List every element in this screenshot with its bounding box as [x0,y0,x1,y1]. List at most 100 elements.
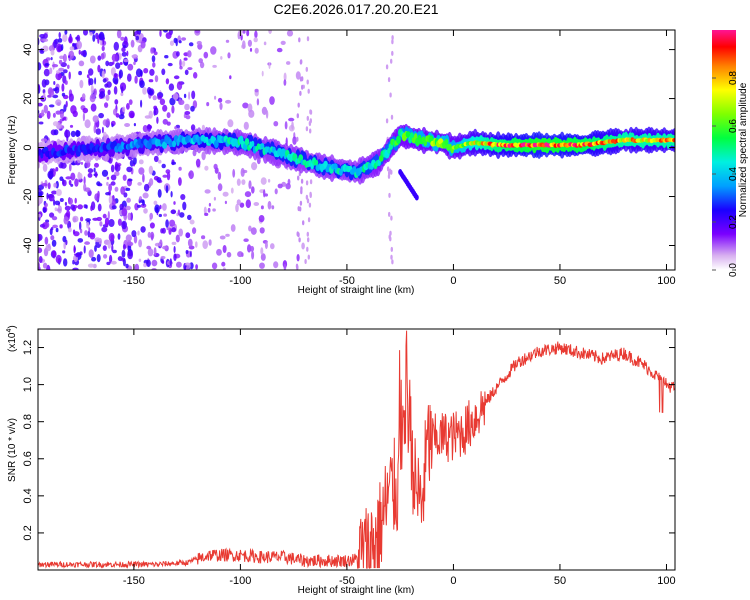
noise-speckle [97,34,100,44]
noise-speckle [43,33,48,39]
noise-speckle [214,95,217,100]
noise-speckle [63,116,66,121]
noise-speckle [94,245,97,252]
noise-speckle [195,158,201,168]
noise-speckle [52,121,59,127]
noise-speckle [227,52,231,59]
noise-speckle [70,183,74,187]
noise-speckle [251,162,258,171]
noise-speckle [50,49,55,56]
y-tick-label: 1.2 [22,340,34,355]
noise-speckle [88,249,94,258]
noise-speckle [225,39,230,43]
noise-speckle [104,102,109,108]
noise-speckle [306,231,309,237]
noise-speckle [247,244,252,253]
noise-speckle [153,247,157,256]
noise-speckle [151,259,158,267]
noise-speckle [98,31,105,41]
noise-speckle [387,77,391,83]
noise-speckle [187,238,193,247]
noise-speckle [305,126,309,132]
noise-speckle [63,216,69,225]
noise-speckle [133,123,136,127]
noise-speckle [297,206,300,212]
noise-speckle [138,167,145,175]
noise-speckle [179,59,182,68]
ridge-core [444,138,449,146]
noise-speckle [268,62,271,69]
noise-speckle [138,159,144,165]
noise-speckle [138,239,143,248]
noise-speckle [213,196,216,201]
noise-speckle [114,164,121,172]
noise-speckle [54,207,58,212]
x-tick-label: -100 [229,575,251,587]
noise-speckle [41,109,45,118]
noise-speckle [55,189,62,196]
x-tick-label: 50 [554,275,566,287]
noise-speckle [123,59,129,63]
noise-speckle [63,104,67,112]
noise-speckle [68,36,73,44]
noise-speckle [242,102,249,109]
noise-speckle [291,121,294,130]
noise-speckle [260,177,267,185]
noise-speckle [73,245,76,254]
noise-speckle [151,55,156,63]
noise-speckle [58,31,61,39]
noise-speckle [162,118,168,125]
noise-speckle [162,203,167,211]
noise-speckle [64,80,68,85]
noise-speckle [256,157,261,165]
noise-speckle [220,56,223,60]
noise-speckle [133,156,137,165]
x-tick-label: -100 [229,275,251,287]
noise-speckle [173,246,176,253]
noise-speckle [309,109,313,115]
noise-speckle [47,182,51,190]
noise-speckle [62,250,66,254]
noise-speckle [142,125,148,133]
noise-speckle [270,243,275,250]
noise-speckle [97,183,103,187]
noise-speckle [43,104,48,114]
noise-speckle [236,199,241,206]
noise-speckle [306,36,310,42]
noise-speckle [169,258,172,266]
noise-speckle [48,104,55,108]
noise-speckle [248,225,252,232]
noise-speckle [60,62,67,68]
noise-speckle [38,200,42,205]
noise-speckle [121,249,126,258]
noise-speckle [57,38,63,43]
noise-speckle [143,68,149,74]
noise-speckle [56,70,60,74]
noise-speckle [72,217,77,223]
noise-speckle [84,119,91,129]
noise-speckle [153,51,158,56]
noise-speckle [110,181,116,186]
noise-speckle [154,242,161,247]
noise-speckle [38,256,43,263]
y-tick-label: 0.6 [22,451,34,466]
x-tick-label: 50 [554,575,566,587]
noise-speckle [95,128,102,135]
noise-speckle [62,235,67,243]
noise-speckle [300,178,304,184]
noise-speckle [65,100,68,108]
noise-speckle [49,212,55,218]
noise-speckle [153,155,159,163]
x-tick-label: 0 [450,275,456,287]
noise-speckle [245,199,251,209]
noise-speckle [138,258,142,262]
noise-speckle [122,106,126,113]
noise-speckle [62,34,68,42]
noise-speckle [79,79,84,89]
noise-speckle [286,30,294,37]
noise-speckle [126,103,130,110]
noise-speckle [300,59,303,65]
noise-speckle [105,60,110,67]
y-tick-label: 0.4 [22,488,34,503]
noise-speckle [114,171,120,177]
